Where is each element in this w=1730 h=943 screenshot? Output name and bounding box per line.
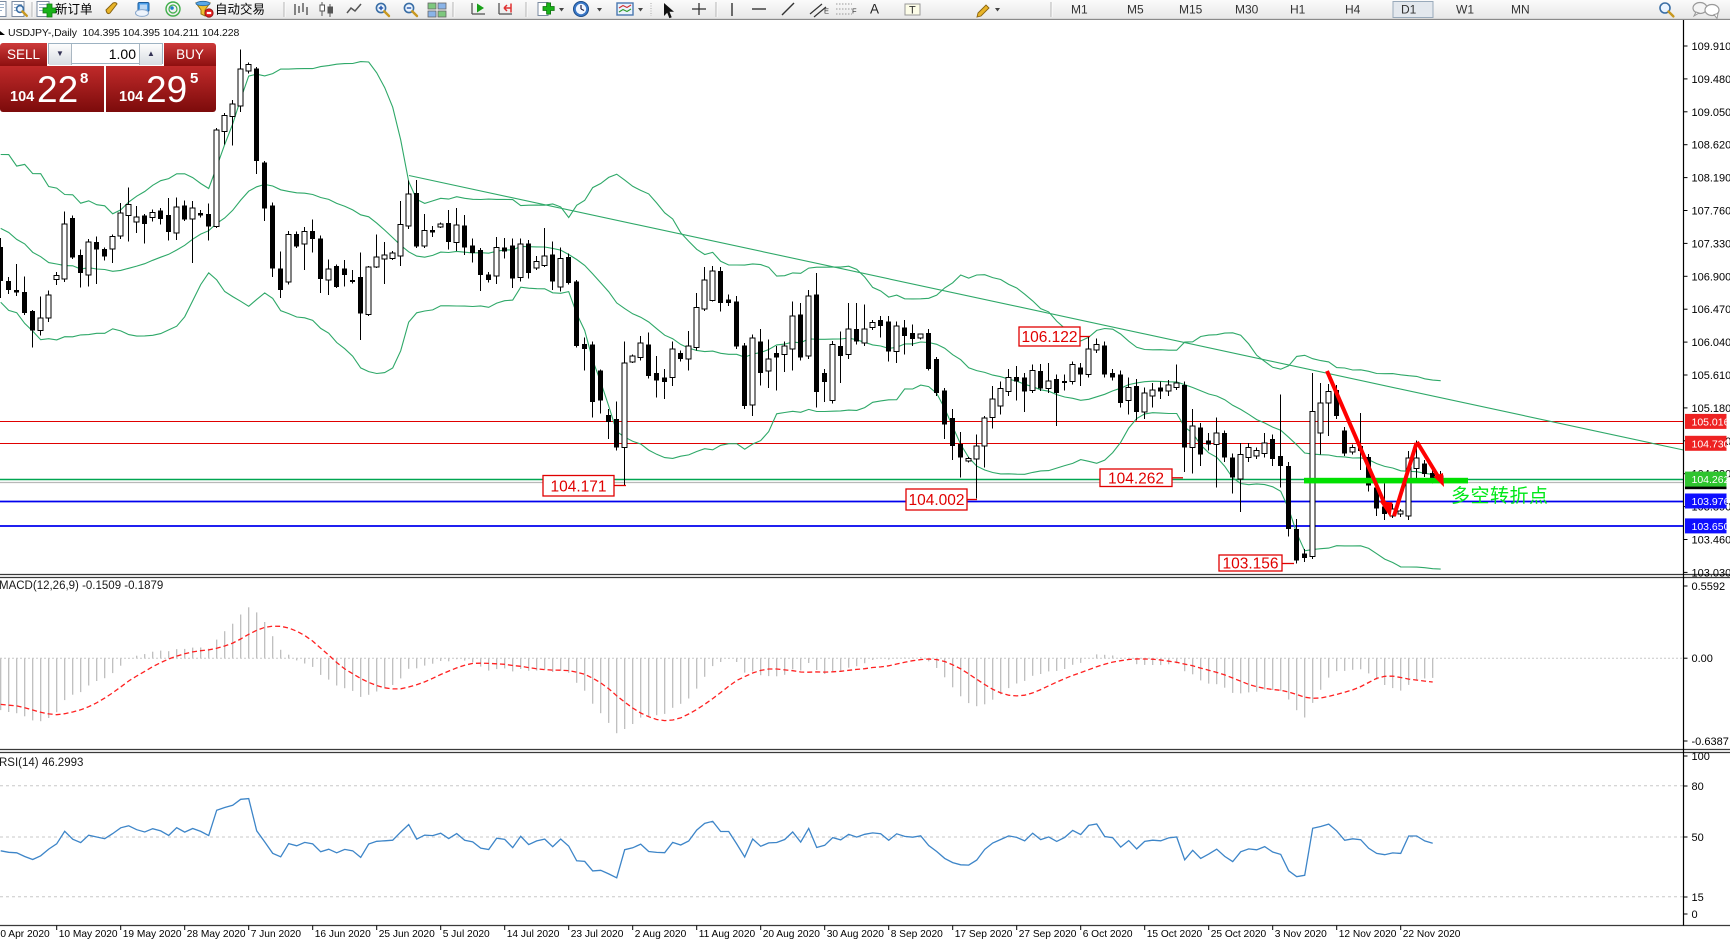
svg-text:104.002: 104.002 xyxy=(908,492,964,509)
svg-text:23 Jul 2020: 23 Jul 2020 xyxy=(571,929,624,940)
svg-text:105.610: 105.610 xyxy=(1692,370,1730,382)
svg-text:8 Sep 2020: 8 Sep 2020 xyxy=(891,929,943,940)
svg-text:25 Jun 2020: 25 Jun 2020 xyxy=(379,929,435,940)
svg-text:3 Nov 2020: 3 Nov 2020 xyxy=(1275,929,1327,940)
svg-text:30 Apr 2020: 30 Apr 2020 xyxy=(0,929,50,940)
svg-text:103.460: 103.460 xyxy=(1692,535,1730,547)
svg-text:0.00: 0.00 xyxy=(1692,653,1713,665)
svg-text:H1: H1 xyxy=(1290,3,1306,17)
svg-text:新订单: 新订单 xyxy=(55,2,93,17)
svg-text:0.5592: 0.5592 xyxy=(1692,581,1726,593)
svg-text:M15: M15 xyxy=(1179,3,1203,17)
svg-text:多空转折点: 多空转折点 xyxy=(1451,485,1549,507)
svg-text:12 Nov 2020: 12 Nov 2020 xyxy=(1339,929,1397,940)
svg-text:5 Jul 2020: 5 Jul 2020 xyxy=(443,929,490,940)
svg-text:7 Jun 2020: 7 Jun 2020 xyxy=(251,929,302,940)
svg-text:106.040: 106.040 xyxy=(1692,337,1730,349)
svg-text:6 Oct 2020: 6 Oct 2020 xyxy=(1083,929,1133,940)
svg-text:19 May 2020: 19 May 2020 xyxy=(123,929,182,940)
svg-text:27 Sep 2020: 27 Sep 2020 xyxy=(1019,929,1077,940)
svg-text:106.470: 106.470 xyxy=(1692,304,1730,316)
svg-text:M30: M30 xyxy=(1235,3,1259,17)
svg-text:80: 80 xyxy=(1692,781,1704,793)
svg-text:14 Jul 2020: 14 Jul 2020 xyxy=(507,929,560,940)
svg-text:100: 100 xyxy=(1692,751,1710,763)
svg-text:2 Aug 2020: 2 Aug 2020 xyxy=(635,929,687,940)
svg-text:MN: MN xyxy=(1511,3,1530,17)
svg-text:103.030: 103.030 xyxy=(1692,567,1730,579)
svg-text:10 May 2020: 10 May 2020 xyxy=(59,929,118,940)
svg-text:105.016: 105.016 xyxy=(1692,416,1730,428)
svg-text:109.480: 109.480 xyxy=(1692,74,1730,86)
svg-text:15 Oct 2020: 15 Oct 2020 xyxy=(1147,929,1203,940)
svg-text:28 May 2020: 28 May 2020 xyxy=(187,929,246,940)
svg-text:H4: H4 xyxy=(1345,3,1361,17)
svg-text:104.262: 104.262 xyxy=(1108,470,1164,487)
svg-text:20 Aug 2020: 20 Aug 2020 xyxy=(763,929,821,940)
svg-text:106.900: 106.900 xyxy=(1692,271,1730,283)
svg-text:109.050: 109.050 xyxy=(1692,107,1730,119)
svg-text:E: E xyxy=(824,7,829,16)
svg-text:108.190: 108.190 xyxy=(1692,173,1730,185)
svg-text:M1: M1 xyxy=(1071,3,1088,17)
svg-text:A: A xyxy=(870,2,879,17)
svg-text:104.730: 104.730 xyxy=(1692,438,1730,450)
svg-text:自动交易: 自动交易 xyxy=(215,2,265,17)
svg-text:M5: M5 xyxy=(1127,3,1144,17)
svg-text:50: 50 xyxy=(1692,832,1704,844)
svg-text:W1: W1 xyxy=(1456,3,1474,17)
svg-text:25 Oct 2020: 25 Oct 2020 xyxy=(1211,929,1267,940)
svg-text:0: 0 xyxy=(1692,909,1698,921)
svg-text:MACD(12,26,9) -0.1509 -0.1879: MACD(12,26,9) -0.1509 -0.1879 xyxy=(0,580,163,592)
svg-text:T: T xyxy=(909,5,916,17)
svg-text:F: F xyxy=(852,7,857,16)
svg-text:107.330: 107.330 xyxy=(1692,238,1730,250)
svg-text:105.180: 105.180 xyxy=(1692,403,1730,415)
svg-text:103.650: 103.650 xyxy=(1692,521,1730,533)
svg-text:D1: D1 xyxy=(1401,3,1417,17)
svg-text:16 Jun 2020: 16 Jun 2020 xyxy=(315,929,371,940)
svg-text:RSI(14) 46.2993: RSI(14) 46.2993 xyxy=(0,757,83,769)
svg-text:104.262: 104.262 xyxy=(1692,474,1730,486)
svg-text:-0.6387: -0.6387 xyxy=(1692,736,1729,748)
svg-text:11 Aug 2020: 11 Aug 2020 xyxy=(699,929,756,940)
svg-text:103.976: 103.976 xyxy=(1692,496,1730,508)
svg-text:17 Sep 2020: 17 Sep 2020 xyxy=(955,929,1013,940)
svg-text:108.620: 108.620 xyxy=(1692,140,1730,152)
svg-text:104.171: 104.171 xyxy=(550,478,606,495)
svg-text:30 Aug 2020: 30 Aug 2020 xyxy=(827,929,885,940)
svg-text:109.910: 109.910 xyxy=(1692,41,1730,53)
svg-text:22 Nov 2020: 22 Nov 2020 xyxy=(1403,929,1461,940)
svg-text:107.760: 107.760 xyxy=(1692,206,1730,218)
svg-text:15: 15 xyxy=(1692,892,1704,904)
svg-text:103.156: 103.156 xyxy=(1222,556,1278,573)
svg-text:106.122: 106.122 xyxy=(1021,329,1077,346)
